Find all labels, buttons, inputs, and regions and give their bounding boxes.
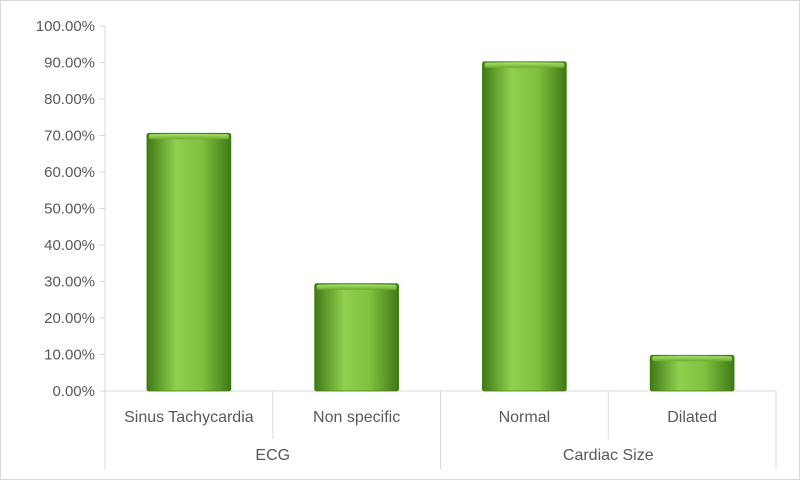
group-label: Cardiac Size bbox=[563, 447, 654, 464]
category-label: Normal bbox=[499, 409, 551, 426]
y-tick-label: 80.00% bbox=[44, 91, 95, 108]
y-tick-label: 50.00% bbox=[44, 201, 95, 218]
y-tick-label: 30.00% bbox=[44, 274, 95, 291]
category-label: Sinus Tachycardia bbox=[124, 409, 254, 426]
bar bbox=[314, 283, 399, 392]
bar-bevel bbox=[316, 284, 397, 290]
category-labels: Sinus Tachycardia Non specific Normal Dilat… bbox=[124, 409, 717, 426]
y-tick-label: 10.00% bbox=[44, 347, 95, 364]
bar bbox=[146, 132, 232, 392]
y-tick-label: 100.00% bbox=[36, 18, 95, 35]
bar-bevel bbox=[652, 356, 733, 362]
bar bbox=[482, 61, 567, 392]
bar-dilated bbox=[649, 354, 735, 392]
group-labels: ECG Cardiac Size bbox=[255, 447, 653, 464]
y-tick-label: 90.00% bbox=[44, 55, 95, 72]
bar-non-specific bbox=[314, 283, 399, 392]
y-tick-labels: 0.00% 10.00% 20.00% 30.00% 40.00% 50.00% 60.00… bbox=[36, 18, 95, 400]
bar-bevel bbox=[148, 134, 229, 140]
bar-bevel bbox=[484, 62, 565, 68]
category-label: Dilated bbox=[667, 409, 717, 426]
y-tick-label: 40.00% bbox=[44, 237, 95, 254]
bar-normal bbox=[482, 61, 567, 392]
category-label: Non specific bbox=[313, 409, 400, 426]
y-tick-label: 60.00% bbox=[44, 164, 95, 181]
bar-sinus-tachycardia bbox=[146, 132, 232, 392]
bar bbox=[649, 354, 735, 392]
group-label: ECG bbox=[255, 447, 290, 464]
bars bbox=[146, 61, 735, 392]
y-tick-label: 20.00% bbox=[44, 310, 95, 327]
y-tick-label: 0.00% bbox=[52, 383, 95, 400]
y-tick-label: 70.00% bbox=[44, 128, 95, 145]
